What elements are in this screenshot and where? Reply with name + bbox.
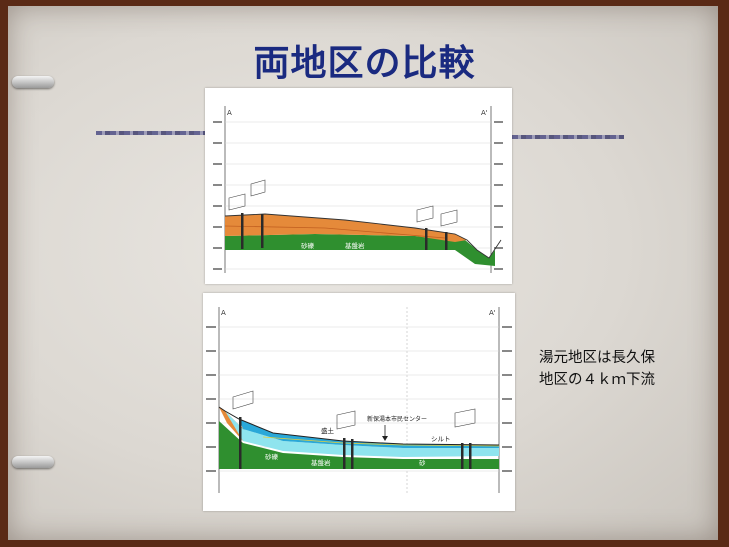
tick-marks: [213, 121, 503, 270]
layer-label-bedrock: 基盤岩: [345, 241, 365, 250]
tick-marks: [206, 326, 512, 472]
binder-ring-top: [12, 76, 54, 88]
slide-caption: 湯元地区は長久保 地区の４ｋｍ下流: [539, 347, 709, 391]
cross-section-top-svg: 砂礫 基盤岩 A A': [213, 106, 503, 273]
caption-line-1: 湯元地区は長久保: [539, 350, 655, 366]
water-line-layer: [239, 419, 499, 448]
caption-line-2: 地区の４ｋｍ下流: [539, 372, 655, 388]
layer-label-gravel: 砂礫: [301, 241, 315, 250]
boreholes: [241, 213, 448, 250]
layer-label-gravel: 砂礫: [265, 452, 279, 461]
layer-label-bedrock: 基盤岩: [311, 458, 331, 467]
gravel-layer: [219, 421, 499, 469]
binder-ring-bottom: [12, 456, 54, 468]
section-marker-left: A: [227, 109, 232, 117]
boreholes: [239, 417, 472, 469]
ground-surface: [224, 213, 502, 259]
section-marker-right: A': [489, 309, 496, 317]
cross-section-bottom-svg: 新保湯本市民センター 盛土 砂礫 シルト 基盤岩 砂 A A': [206, 307, 512, 493]
annotation-label: 新保湯本市民センター: [367, 415, 427, 423]
paper-fiber-right: [512, 135, 624, 139]
layer-label-silt: シルト: [431, 435, 451, 443]
cross-section-top: 砂礫 基盤岩 A A': [205, 88, 512, 284]
slide-title: 両地区の比較: [253, 43, 476, 84]
cross-section-bottom: 新保湯本市民センター 盛土 砂礫 シルト 基盤岩 砂 A A': [203, 293, 515, 511]
silt-water-layer: [225, 411, 499, 457]
section-marker-right: A': [481, 109, 488, 117]
layer-label-fill: 盛土: [321, 426, 335, 435]
paper-fiber-left: [96, 131, 206, 135]
borehole-flags: [228, 179, 458, 227]
ground-surface: [218, 406, 500, 446]
section-marker-left: A: [221, 309, 226, 317]
layer-label-sand: 砂: [419, 458, 426, 467]
borehole-flags: [232, 390, 476, 430]
